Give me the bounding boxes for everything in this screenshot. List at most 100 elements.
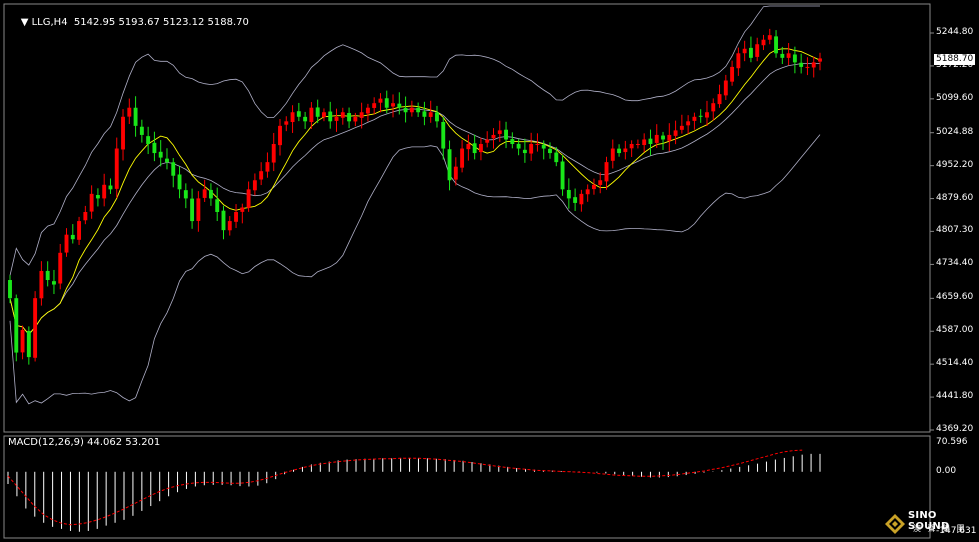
candle-body [215, 199, 220, 213]
price-tick-label: 4587.00 [936, 325, 974, 336]
candle-body [52, 281, 56, 285]
candle-body [736, 53, 741, 69]
price-tick-label: 4441.80 [936, 391, 974, 402]
candle-body [296, 111, 301, 117]
diamond-logo-icon [885, 514, 905, 534]
candle-body [472, 143, 477, 154]
candle-body [403, 107, 408, 113]
chevron-down-icon[interactable]: ▼ [20, 17, 29, 28]
candle-body [717, 94, 722, 105]
candle-body [805, 66, 810, 68]
candle-body [397, 103, 402, 108]
candle-body [234, 212, 238, 222]
candle-body [566, 189, 571, 199]
candle-body [485, 139, 490, 143]
candle-body [127, 107, 132, 117]
candle-body [102, 184, 107, 199]
candle-body [767, 35, 772, 40]
candle-body [573, 197, 578, 203]
candle-body [661, 135, 665, 140]
candle-body [58, 252, 63, 284]
candle-body [460, 148, 465, 168]
candle-body [152, 142, 157, 154]
candle-body [629, 143, 634, 149]
candle-body [554, 152, 559, 163]
candle-body [792, 54, 797, 63]
candle-body [755, 44, 760, 57]
candle-body [623, 148, 628, 153]
candle-body [667, 134, 672, 141]
candle-body [441, 121, 446, 149]
candle-body [447, 149, 452, 181]
candle-body [259, 171, 264, 180]
candle-body [497, 130, 502, 134]
candle-body [598, 180, 603, 185]
candle-body [183, 190, 188, 199]
candle-body [428, 112, 433, 117]
price-tick-label: 4659.60 [936, 292, 974, 303]
watermark-line2: 澳 聲 集 團 [913, 524, 967, 533]
current-price-tag: 5188.70 [934, 54, 976, 65]
macd-panel-frame [3, 435, 931, 539]
candle-body [146, 136, 151, 144]
candle-body [139, 126, 144, 135]
candle-body [8, 280, 12, 299]
candle-body [190, 198, 195, 222]
candle-body [265, 162, 270, 172]
symbol-label: LLG,H4 [31, 17, 68, 28]
middle-band-line [9, 63, 820, 336]
candle-body [14, 298, 19, 353]
candle-body [780, 53, 785, 58]
macd-label: MACD(12,26,9) 44.062 53.201 [8, 437, 161, 448]
candle-body [711, 103, 716, 112]
candle-body [278, 125, 282, 146]
candle-body [33, 298, 38, 358]
price-panel-frame [3, 3, 931, 433]
candle-body [252, 180, 257, 191]
candle-body [617, 148, 622, 154]
candle-body [334, 116, 339, 121]
candle-body [453, 166, 458, 180]
candle-body [435, 112, 439, 122]
candle-body [77, 221, 82, 240]
candle-body [359, 112, 364, 118]
candle-body [799, 62, 804, 67]
candle-body [604, 162, 609, 182]
candle-body [322, 112, 326, 118]
candle-body [510, 139, 515, 144]
candle-body [171, 162, 176, 176]
price-tick-label: 4952.20 [936, 159, 974, 170]
candle-body [409, 107, 414, 113]
watermark-line1: SINO SOUND [908, 510, 950, 532]
candle-body [158, 151, 163, 158]
macd-signal-line [7, 449, 803, 526]
candle-body [240, 207, 245, 212]
candle-body [705, 112, 709, 118]
candle-body [246, 189, 251, 208]
candle-body [347, 113, 352, 122]
candle-body [196, 198, 201, 221]
candle-body [221, 210, 226, 231]
candle-body [64, 234, 69, 253]
candle-body [372, 103, 377, 108]
candle-body [504, 129, 508, 140]
candle-body [748, 47, 753, 58]
candle-body [529, 143, 534, 154]
candle-body [165, 158, 169, 163]
candle-body [353, 116, 358, 122]
candle-body [686, 121, 691, 126]
price-tick-label: 5244.80 [936, 27, 974, 37]
lower-band-line [9, 134, 821, 405]
price-tick-label: 5099.60 [936, 92, 974, 103]
chart-header: ▼ LLG,H4 5142.95 5193.67 5123.12 5188.70 [8, 6, 249, 39]
candle-body [818, 58, 822, 62]
candle-body [133, 107, 138, 126]
price-tick-label: 4734.40 [936, 258, 974, 269]
candle-body [328, 111, 333, 122]
candle-body [202, 189, 207, 198]
candle-body [290, 112, 295, 123]
candle-body [516, 143, 521, 149]
price-tick-label: 4807.30 [936, 225, 974, 236]
